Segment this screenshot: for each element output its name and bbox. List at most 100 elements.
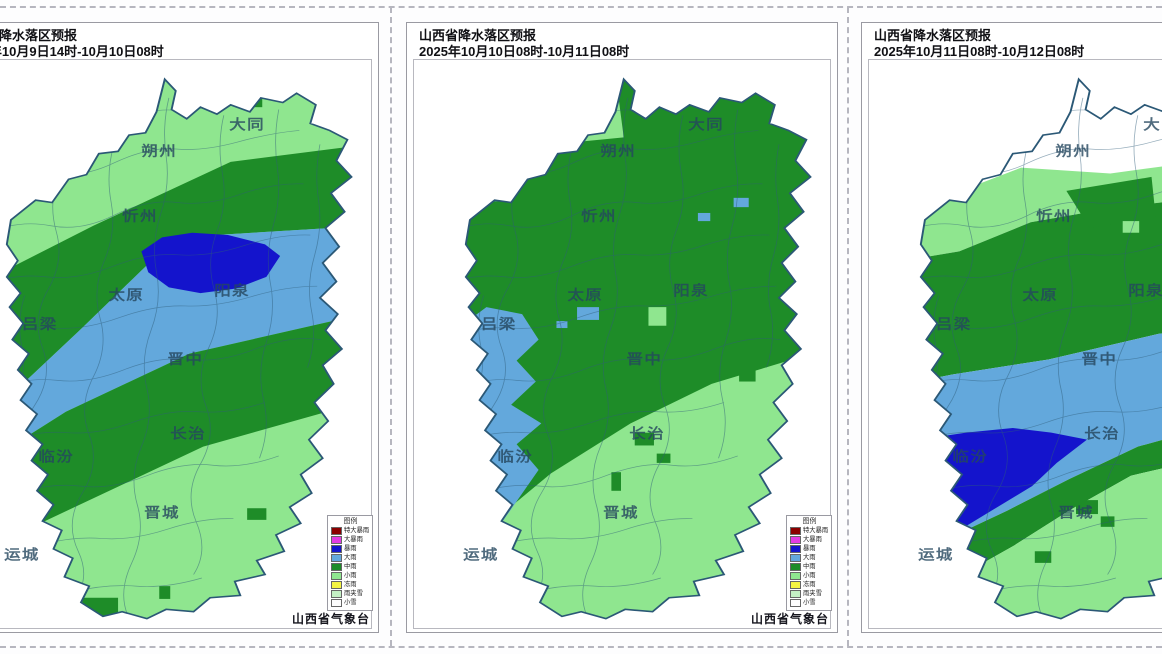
panel-title: 山西省降水落区预报 (419, 28, 537, 43)
legend-label: 大暴雨 (803, 536, 822, 543)
legend-row: 小雨 (331, 571, 370, 580)
legend-swatch (331, 526, 342, 535)
agency-stamp: 山西省气象台 (291, 612, 370, 626)
rain-speckle (656, 453, 671, 463)
legend-label: 中雨 (803, 563, 816, 570)
band-moderate-rain-central (6, 312, 352, 563)
legend-row: 中雨 (790, 562, 829, 571)
rain-bands (465, 79, 811, 619)
panel-title: 山西省降水落区预报 (0, 28, 78, 43)
panel-forecast-day2: 山西省降水落区预报 2025年10月10日08时-10月11日08时 (406, 22, 838, 633)
city-label: 大同 (688, 116, 724, 132)
legend-label: 小雪 (803, 599, 816, 606)
panel-header: 山西省降水落区预报 2025年10月10日08时-10月11日08时 (419, 28, 629, 60)
rain-speckle (556, 321, 568, 329)
panel-period: 2025年10月10日08时-10月11日08时 (419, 44, 630, 59)
legend-swatch (790, 535, 801, 544)
legend-row: 特大暴雨 (331, 526, 370, 535)
band-moderate-rain-north (6, 144, 352, 447)
legend-swatch (331, 571, 342, 580)
legend-row: 中雨 (331, 562, 370, 571)
legend-label: 特大暴雨 (803, 527, 829, 534)
city-label: 大同 (229, 116, 265, 132)
legend-swatch (790, 580, 801, 589)
legend-label: 大雨 (344, 554, 357, 561)
legend-label: 冻雨 (344, 581, 357, 588)
legend-swatch (331, 562, 342, 571)
city-label: 运城 (918, 547, 954, 563)
legend-rows: 特大暴雨 大暴雨 暴雨 大雨 中雨 小雨 (790, 526, 829, 607)
legend-swatch (331, 598, 342, 607)
panel-header: 山西省降水落区预报 2025年10月11日08时-10月12日08时 (874, 28, 1084, 60)
legend-label: 小雨 (344, 572, 357, 579)
city-label: 晋城 (1058, 505, 1094, 521)
province-map-svg: 大同 朔州 忻州 太原 阳泉 吕梁 晋中 长治 临汾 晋城 运城 (918, 78, 1162, 620)
city-label: 太原 (108, 287, 144, 303)
city-label: 阳泉 (214, 283, 250, 299)
rain-speckle (82, 597, 119, 619)
legend-swatch (790, 598, 801, 607)
legend-swatch (331, 535, 342, 544)
crop-divider-right-gap (847, 7, 849, 646)
rain-speckle (739, 369, 756, 382)
legend-label: 冻雨 (803, 581, 816, 588)
legend-label: 特大暴雨 (344, 527, 370, 534)
legend-row: 小雪 (331, 598, 370, 607)
legend-row: 大暴雨 (790, 535, 829, 544)
band-moderate-bump (1066, 176, 1156, 229)
legend-swatch (331, 553, 342, 562)
rain-speckle (6, 572, 17, 598)
legend-swatch (790, 553, 801, 562)
legend-swatch (331, 544, 342, 553)
legend-label: 暴雨 (803, 545, 816, 552)
city-label: 忻州 (122, 208, 158, 224)
city-labels: 大同 朔州 忻州 太原 阳泉 吕梁 晋中 长治 临汾 晋城 运城 (918, 116, 1162, 563)
legend: 图例 特大暴雨 大暴雨 暴雨 大雨 中雨 小 (327, 515, 373, 611)
rain-speckle (1076, 500, 1098, 515)
legend-label: 雨夹雪 (803, 590, 822, 597)
legend-swatch (790, 571, 801, 580)
province-map-svg: 大同 朔州 忻州 太原 阳泉 吕梁 晋中 长治 临汾 晋城 运城 (463, 78, 812, 620)
legend-swatch (790, 589, 801, 598)
city-label: 太原 (1022, 287, 1058, 303)
legend-swatch (790, 562, 801, 571)
city-label: 阳泉 (1128, 283, 1162, 299)
rain-speckle (733, 197, 749, 208)
rain-speckle (274, 81, 292, 93)
agency-stamp: 山西省气象台 (750, 612, 829, 626)
city-label: 晋城 (603, 505, 639, 521)
city-label: 临汾 (38, 449, 74, 465)
rain-speckle (469, 525, 498, 545)
legend-row: 小雪 (790, 598, 829, 607)
legend-label: 大雨 (803, 554, 816, 561)
city-labels: 大同 朔州 忻州 太原 阳泉 吕梁 晋中 长治 临汾 晋城 运城 (4, 116, 265, 563)
city-label: 忻州 (1036, 208, 1072, 224)
crop-divider-bottom (0, 646, 1162, 648)
legend-swatch (331, 589, 342, 598)
city-label: 运城 (463, 547, 499, 563)
city-label: 忻州 (581, 208, 617, 224)
city-label: 吕梁 (22, 316, 58, 332)
legend-row: 小雨 (790, 571, 829, 580)
crop-divider-left-gap (390, 7, 392, 646)
city-label: 吕梁 (936, 316, 972, 332)
panel-header: 山西省降水落区预报 2025年10月9日14时-10月10日08时 (0, 28, 164, 60)
panel-forecast-day1: 山西省降水落区预报 2025年10月9日14时-10月10日08时 (0, 22, 379, 633)
legend-title: 图例 (802, 518, 817, 525)
legend-label: 小雨 (803, 572, 816, 579)
legend-swatch (790, 544, 801, 553)
legend-swatch (790, 526, 801, 535)
city-label: 晋中 (168, 351, 204, 367)
rain-bands (6, 79, 352, 619)
city-label: 长治 (629, 426, 665, 442)
panel-title: 山西省降水落区预报 (874, 28, 992, 43)
city-label: 吕梁 (481, 316, 517, 332)
province-map-svg: 大同 朔州 忻州 太原 阳泉 吕梁 晋中 长治 临汾 晋城 运城 (4, 78, 353, 620)
city-label: 朔州 (1055, 143, 1091, 159)
legend-rows: 特大暴雨 大暴雨 暴雨 大雨 中雨 小雨 (331, 526, 370, 607)
legend-row: 雨夹雪 (790, 589, 829, 598)
rain-speckle (577, 307, 600, 320)
legend-row: 大雨 (790, 553, 829, 562)
city-labels: 大同 朔州 忻州 太原 阳泉 吕梁 晋中 长治 临汾 晋城 运城 (463, 116, 724, 563)
city-label: 临汾 (497, 449, 533, 465)
